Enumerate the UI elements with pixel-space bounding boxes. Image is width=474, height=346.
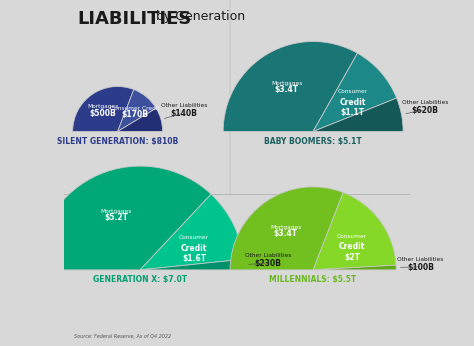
Wedge shape <box>223 42 357 131</box>
Text: $140B: $140B <box>171 109 198 118</box>
Text: $1.1T: $1.1T <box>340 108 365 117</box>
Wedge shape <box>313 265 396 270</box>
Wedge shape <box>313 98 403 131</box>
Text: LIABILITIES: LIABILITIES <box>78 10 192 28</box>
Text: $100B: $100B <box>407 263 434 272</box>
Wedge shape <box>36 166 211 270</box>
Wedge shape <box>313 53 397 131</box>
Text: Consumer Credit: Consumer Credit <box>109 106 159 111</box>
Text: SILENT GENERATION: $810B: SILENT GENERATION: $810B <box>57 137 178 146</box>
Text: Other Liabilities: Other Liabilities <box>397 257 444 262</box>
Text: $170B: $170B <box>121 110 148 119</box>
Wedge shape <box>73 86 134 131</box>
Text: $3.4T: $3.4T <box>275 85 299 94</box>
Text: Consumer: Consumer <box>337 90 367 94</box>
Text: $3.4T: $3.4T <box>274 229 298 238</box>
Text: Consumer: Consumer <box>179 235 209 240</box>
Wedge shape <box>230 187 343 270</box>
Text: GENERATION X: $7.0T: GENERATION X: $7.0T <box>93 275 187 284</box>
Text: Other Liabilities: Other Liabilities <box>161 103 208 108</box>
Text: Source: Federal Reserve, As of Q4 2022: Source: Federal Reserve, As of Q4 2022 <box>74 334 172 339</box>
Text: Other Liabilities: Other Liabilities <box>402 100 448 105</box>
Text: Mortgages: Mortgages <box>270 225 301 229</box>
Text: $620B: $620B <box>412 106 438 115</box>
Text: Other Liabilities: Other Liabilities <box>245 253 291 258</box>
Text: Mortgages: Mortgages <box>100 209 132 214</box>
Text: Credit: Credit <box>339 242 365 251</box>
Text: Consumer: Consumer <box>337 234 367 239</box>
Text: Credit: Credit <box>181 244 207 253</box>
Wedge shape <box>140 194 243 270</box>
Wedge shape <box>313 192 396 270</box>
Text: BABY BOOMERS: $5.1T: BABY BOOMERS: $5.1T <box>264 137 362 146</box>
Text: Credit: Credit <box>339 98 365 107</box>
Text: $230B: $230B <box>255 260 282 268</box>
Text: $5.2T: $5.2T <box>104 213 128 222</box>
Text: MILLENNIALS: $5.5T: MILLENNIALS: $5.5T <box>270 275 357 284</box>
Wedge shape <box>118 90 156 131</box>
Wedge shape <box>140 259 244 270</box>
Text: Mortgages: Mortgages <box>271 81 302 86</box>
Text: $500B: $500B <box>90 109 116 118</box>
Text: by Generation: by Generation <box>152 10 246 24</box>
Text: Mortgages: Mortgages <box>87 104 118 109</box>
Text: $1.6T: $1.6T <box>182 254 206 263</box>
Wedge shape <box>118 108 163 131</box>
Text: $2T: $2T <box>344 253 360 262</box>
